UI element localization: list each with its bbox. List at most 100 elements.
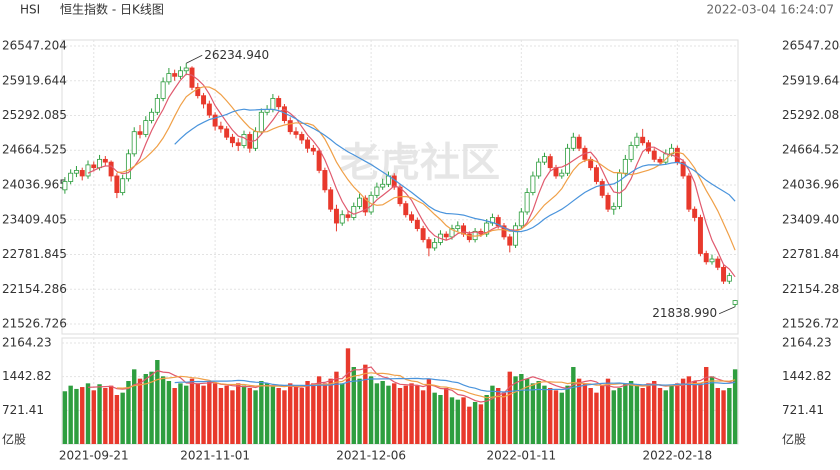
candle-body bbox=[120, 178, 126, 193]
volume-bar bbox=[74, 388, 79, 444]
candle-body bbox=[536, 161, 542, 177]
candle-body bbox=[102, 158, 108, 163]
candle-body bbox=[276, 98, 282, 108]
volume-bar bbox=[276, 387, 281, 444]
candle-body bbox=[599, 181, 605, 196]
volume-bar bbox=[496, 387, 501, 444]
candle-body bbox=[310, 147, 316, 152]
x-tick-label: 2022-02-18 bbox=[642, 449, 712, 463]
candle-body bbox=[97, 158, 103, 169]
volume-bar bbox=[623, 383, 628, 444]
candle-body bbox=[443, 233, 449, 238]
candle-body bbox=[212, 114, 218, 127]
y-tick-label-right: 26547.204 bbox=[782, 39, 840, 53]
volume-bar bbox=[143, 373, 148, 444]
candle-body bbox=[692, 208, 698, 218]
y-tick-label: 24664.525 bbox=[2, 143, 67, 157]
volume-bar bbox=[85, 383, 91, 444]
volume-bar bbox=[293, 385, 299, 444]
candle-body bbox=[726, 275, 732, 282]
y-tick-label-right: 24664.525 bbox=[782, 143, 840, 157]
candle-body bbox=[183, 67, 189, 72]
candle-body bbox=[721, 266, 727, 282]
candle-body bbox=[628, 145, 634, 160]
volume-bar bbox=[444, 387, 449, 444]
candle-body bbox=[305, 139, 311, 149]
volume-bar bbox=[426, 378, 432, 444]
candle-body bbox=[91, 164, 97, 169]
candle-body bbox=[235, 142, 241, 146]
y-tick-label-right: 22781.845 bbox=[782, 247, 840, 261]
candle-body bbox=[85, 164, 91, 177]
candle-body bbox=[380, 183, 386, 188]
volume-bar bbox=[640, 387, 645, 444]
volume-bar bbox=[605, 378, 611, 444]
volume-bar bbox=[241, 385, 247, 444]
volume-bar bbox=[559, 392, 564, 444]
volume-bar bbox=[692, 380, 697, 444]
volume-bar bbox=[340, 383, 345, 444]
volume-bar bbox=[288, 383, 293, 444]
candle-body bbox=[507, 236, 513, 246]
candle-body bbox=[501, 225, 507, 238]
timestamp: 2022-03-04 16:24:07 bbox=[707, 3, 834, 17]
annotation-leader bbox=[718, 306, 736, 315]
y2-tick-label: 721.41 bbox=[2, 403, 44, 417]
candle-body bbox=[172, 73, 178, 77]
candle-body bbox=[617, 172, 623, 207]
volume-bar bbox=[166, 380, 172, 444]
volume-bar bbox=[137, 378, 143, 444]
volume-bar bbox=[305, 380, 310, 444]
candle-body bbox=[293, 131, 299, 135]
volume-bar bbox=[392, 383, 397, 444]
y-tick-label-right: 25292.085 bbox=[782, 108, 840, 122]
volume-bar bbox=[519, 373, 524, 444]
volume-bar bbox=[438, 394, 443, 444]
candle-body bbox=[206, 103, 212, 116]
candle-body bbox=[570, 136, 576, 149]
y-tick-label: 23409.405 bbox=[2, 212, 67, 226]
volume-bar bbox=[698, 383, 703, 444]
y-tick-label-right: 25919.644 bbox=[782, 73, 840, 87]
candle-body bbox=[154, 98, 160, 113]
candle-body bbox=[403, 203, 409, 216]
y2-tick-label: 亿股 bbox=[2, 432, 26, 447]
candle-body bbox=[166, 73, 172, 83]
volume-bar bbox=[114, 394, 120, 444]
volume-bar bbox=[553, 390, 559, 444]
volume-bar bbox=[582, 383, 588, 444]
volume-bar bbox=[420, 390, 426, 444]
watermark: 老虎社区 bbox=[340, 140, 500, 186]
y-tick-label-right: 21526.726 bbox=[782, 317, 840, 331]
price-frame bbox=[61, 39, 739, 335]
volume-bar bbox=[380, 380, 385, 444]
candle-body bbox=[322, 170, 328, 191]
candle-body bbox=[333, 208, 339, 224]
volume-bar bbox=[155, 359, 160, 444]
volume-bar bbox=[80, 387, 85, 444]
candle-body bbox=[565, 147, 571, 174]
y-tick-label: 25292.085 bbox=[2, 108, 67, 122]
candle-body bbox=[114, 175, 120, 193]
volume-bar bbox=[432, 392, 437, 444]
candle-body bbox=[189, 67, 195, 88]
volume-bar bbox=[548, 387, 553, 444]
volume-bar bbox=[680, 378, 686, 444]
candle-body bbox=[143, 120, 149, 135]
volume-bar bbox=[368, 376, 374, 444]
volume-bar bbox=[259, 380, 264, 444]
x-tick-label: 2021-09-21 bbox=[59, 449, 129, 463]
y2-tick-label-right: 亿股 bbox=[782, 432, 806, 447]
y2-tick-label: 1442.82 bbox=[2, 369, 52, 383]
chart-subtitle: 恒生指数 - 日K线图 bbox=[60, 2, 164, 17]
candle-body bbox=[634, 136, 640, 146]
candle-body bbox=[541, 156, 547, 163]
volume-bar bbox=[311, 383, 316, 444]
volume-bar bbox=[328, 378, 333, 444]
candle-body bbox=[547, 156, 553, 169]
candle-body bbox=[351, 206, 357, 218]
volume-bar bbox=[334, 371, 339, 444]
volume-bar bbox=[709, 376, 715, 444]
y2-tick-label-right: 1442.82 bbox=[782, 369, 832, 383]
candle-body bbox=[611, 206, 617, 210]
